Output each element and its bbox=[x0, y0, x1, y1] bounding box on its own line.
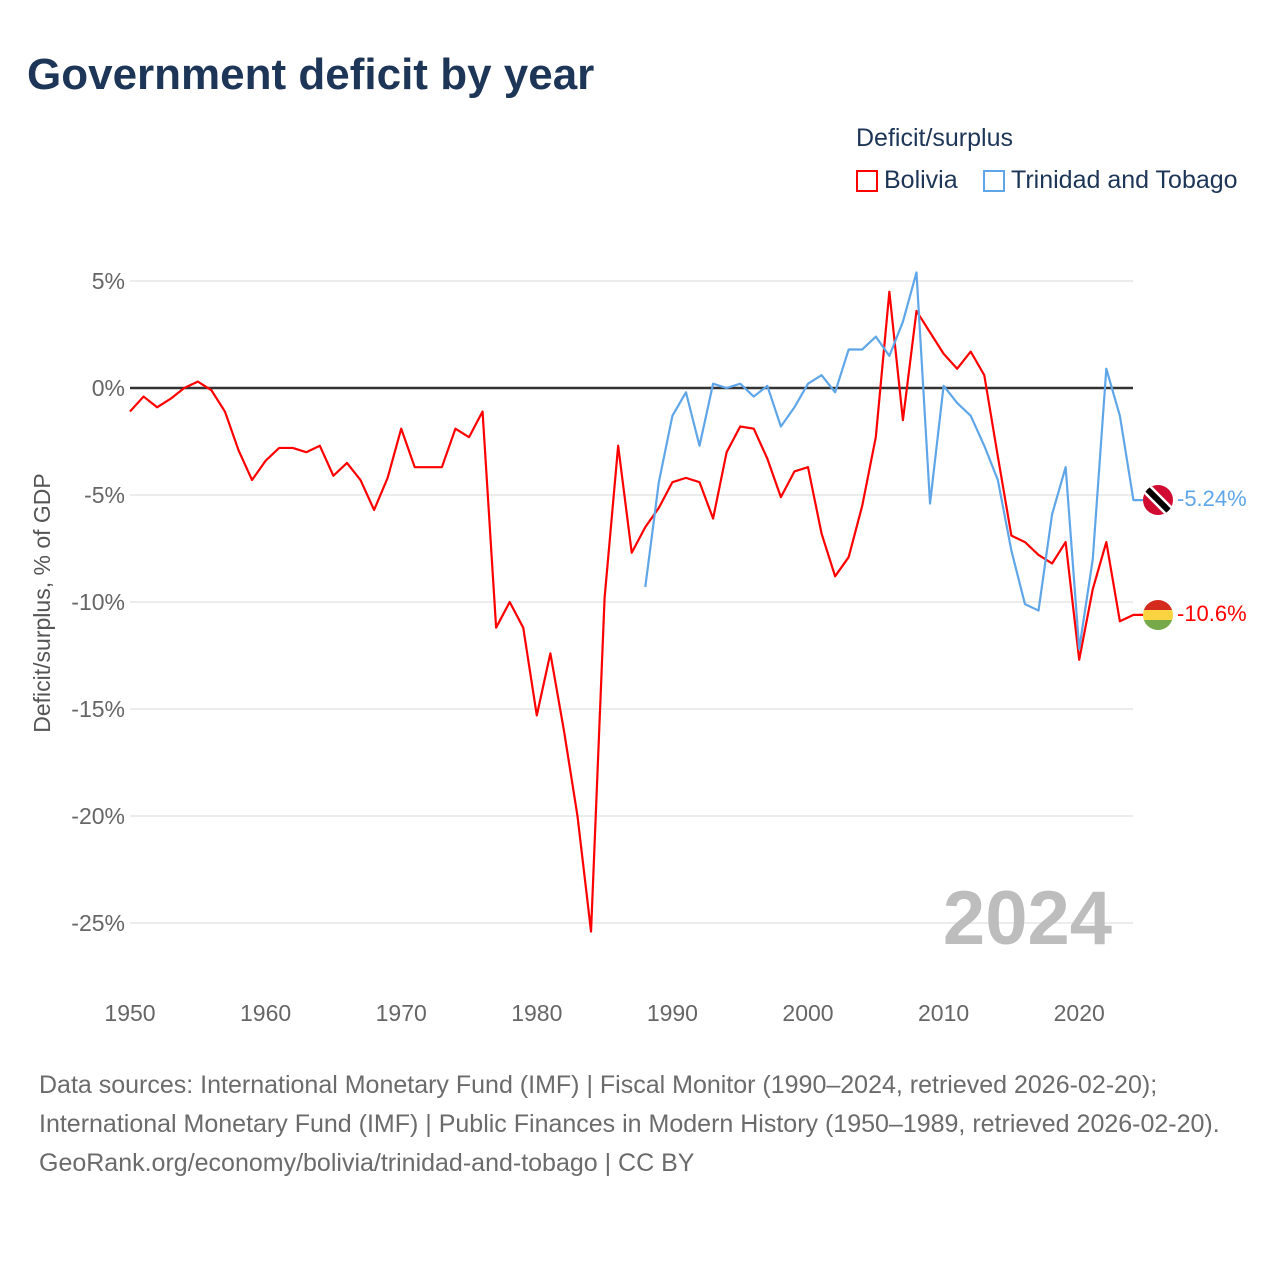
data-sources: Data sources: International Monetary Fun… bbox=[39, 1071, 1220, 1138]
page-title: Government deficit by year bbox=[27, 50, 595, 99]
x-tick-label: 1970 bbox=[376, 1000, 427, 1026]
y-tick-label: 0% bbox=[92, 375, 125, 401]
trinidad-and-tobago-end-label: -5.24% bbox=[1177, 486, 1247, 511]
x-tick-label: 2000 bbox=[782, 1000, 833, 1026]
y-tick-label: -20% bbox=[71, 803, 125, 829]
series-line-bolivia[interactable] bbox=[129, 290, 1143, 933]
y-tick-label: -5% bbox=[84, 482, 125, 508]
y-tick-label: -15% bbox=[71, 696, 125, 722]
legend-swatch-bolivia bbox=[856, 169, 878, 192]
bolivia-flag-icon bbox=[1143, 600, 1173, 630]
y-tick-label: 5% bbox=[92, 268, 125, 294]
x-tick-label: 1950 bbox=[104, 1000, 155, 1026]
trinidad-and-tobago-flag-icon bbox=[1143, 485, 1173, 515]
legend-item-bolivia[interactable]: Bolivia bbox=[856, 166, 958, 195]
legend-item-trinidad-and-tobago[interactable]: Trinidad and Tobago bbox=[983, 166, 1238, 195]
y-tick-label: -25% bbox=[71, 910, 125, 936]
legend-label-bolivia: Bolivia bbox=[884, 166, 958, 194]
legend-title: Deficit/surplus bbox=[856, 124, 1013, 152]
legend-label-trinidad-and-tobago: Trinidad and Tobago bbox=[1011, 166, 1238, 194]
x-tick-label: 2020 bbox=[1054, 1000, 1105, 1026]
credit-link[interactable]: GeoRank.org/economy/bolivia/trinidad-and… bbox=[39, 1149, 695, 1177]
legend-swatch-trinidad-and-tobago bbox=[983, 169, 1005, 192]
series-line-trinidad-and-tobago[interactable] bbox=[644, 271, 1143, 651]
x-tick-label: 1980 bbox=[511, 1000, 562, 1026]
footer: Data sources: International Monetary Fun… bbox=[39, 1066, 1239, 1183]
x-tick-label: 1990 bbox=[647, 1000, 698, 1026]
x-tick-label: 1960 bbox=[240, 1000, 291, 1026]
y-axis-label: Deficit/surplus, % of GDP bbox=[29, 473, 55, 732]
bolivia-end-label: -10.6% bbox=[1177, 601, 1247, 626]
x-tick-label: 2010 bbox=[918, 1000, 969, 1026]
y-tick-label: -10% bbox=[71, 589, 125, 615]
year-watermark: 2024 bbox=[943, 876, 1112, 961]
